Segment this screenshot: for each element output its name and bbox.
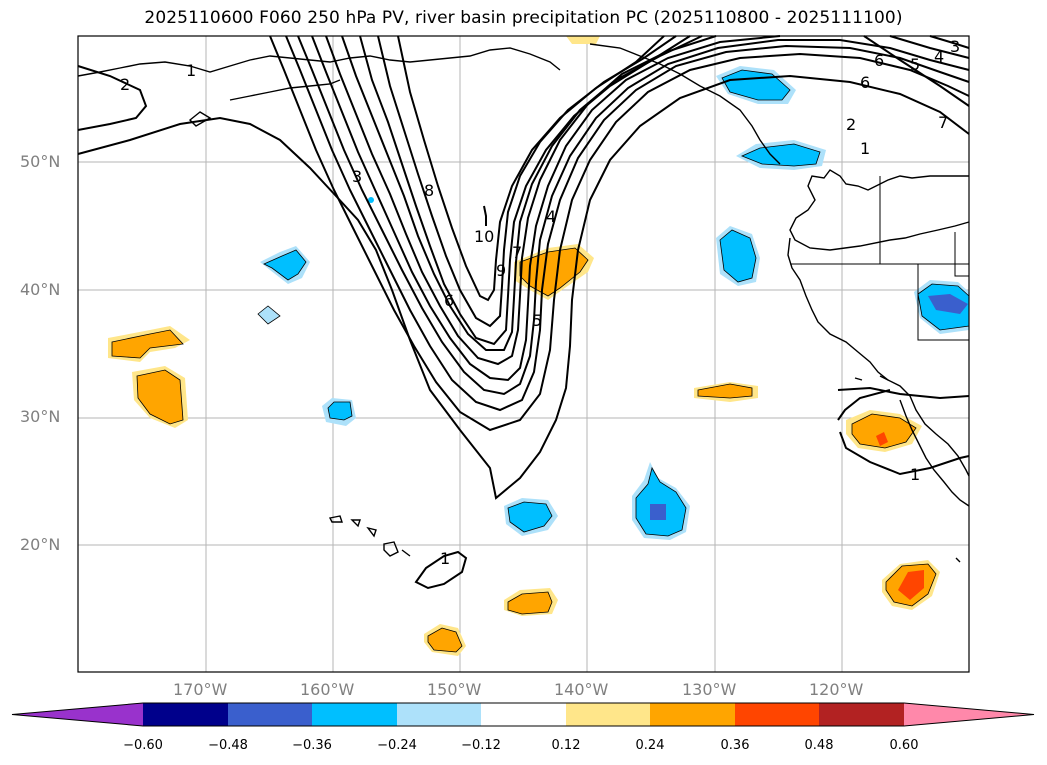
lon-label: 130°W	[682, 680, 737, 699]
colorbar-segment	[143, 703, 228, 726]
colorbar-tick-label: −0.12	[461, 738, 501, 753]
colorbar-tick-label: 0.48	[804, 738, 834, 753]
contour-label: 2	[846, 115, 856, 134]
contour-label: 5	[910, 55, 920, 74]
precip-negative-blob	[635, 466, 687, 537]
colorbar-tick-label: 0.36	[720, 738, 750, 753]
contour-label: 6	[444, 291, 454, 310]
colorbar-segment	[650, 703, 735, 726]
colorbar	[11, 702, 1035, 727]
colorbar-tick-label: −0.60	[123, 738, 163, 753]
lon-label: 120°W	[809, 680, 864, 699]
contour-label: 7	[512, 243, 522, 262]
contour-labels: 2 1 3 8 10 9 7 4 5 6 6 5 4 3 6 2 1 7 1 1	[120, 37, 960, 568]
precip-negative-blob	[507, 501, 553, 533]
colorbar-segment	[312, 703, 397, 726]
colorbar-segment	[735, 703, 819, 726]
colorbar-segment	[481, 703, 566, 726]
precip-positive-blob	[111, 329, 184, 359]
contour-label: 1	[440, 549, 450, 568]
colorbar-tick-label: −0.36	[292, 738, 332, 753]
colorbar-tick-label: −0.48	[208, 738, 248, 753]
contour-label: 1	[860, 139, 870, 158]
colorbar-extend-high	[904, 703, 1034, 726]
map-title: 2025110600 F060 250 hPa PV, river basin …	[144, 8, 903, 28]
colorbar-tick-label: −0.24	[377, 738, 417, 753]
contour-label: 2	[120, 75, 130, 94]
lon-label: 140°W	[554, 680, 609, 699]
contour-label: 6	[874, 51, 884, 70]
colorbar-segment	[819, 703, 904, 726]
precip-negative-blob	[719, 229, 757, 283]
lat-label: 50°N	[20, 152, 61, 171]
colorbar-tick-label: 0.60	[889, 738, 919, 753]
precip-negative-blob	[327, 401, 353, 421]
contour-label: 4	[934, 47, 944, 66]
precip-positive-blob	[427, 627, 463, 653]
colorbar-segment	[397, 703, 481, 726]
lon-label: 160°W	[300, 680, 355, 699]
colorbar-outline	[11, 702, 1035, 727]
colorbar-tick-label: 0.24	[635, 738, 665, 753]
precip-negative-blob	[263, 249, 307, 281]
precip-positive-blob	[507, 591, 553, 615]
precip-positive-blob	[566, 36, 600, 44]
map-border	[77, 35, 970, 673]
colorbar-segment	[228, 703, 312, 726]
contour-label: 6	[860, 73, 870, 92]
contour-label: 10	[474, 227, 494, 246]
precip-shading	[108, 36, 970, 656]
precip-positive-blob	[519, 247, 589, 297]
precip-positive-blob	[136, 369, 184, 425]
contour-label: 5	[532, 311, 542, 330]
contour-label: 3	[950, 37, 960, 56]
lon-label: 170°W	[173, 680, 228, 699]
gridlines	[78, 36, 969, 672]
colorbar-tick-label: 0.12	[551, 738, 581, 753]
contour-label: 1	[910, 465, 920, 484]
lat-label: 30°N	[20, 407, 61, 426]
contour-label: 8	[424, 181, 434, 200]
colorbar-segment	[566, 703, 650, 726]
lat-label: 40°N	[20, 280, 61, 299]
contour-label: 3	[352, 167, 362, 186]
pv-contours	[77, 35, 970, 590]
lat-label: 20°N	[20, 535, 61, 554]
contour-label: 7	[938, 113, 948, 132]
contour-label: 1	[186, 61, 196, 80]
lon-label: 150°W	[427, 680, 482, 699]
coastlines	[77, 43, 970, 563]
colorbar-extend-low	[12, 703, 143, 726]
precip-positive-blob	[697, 383, 753, 399]
contour-label: 4	[546, 207, 556, 226]
precip-positive-blob	[851, 413, 917, 449]
contour-label: 9	[496, 261, 506, 280]
